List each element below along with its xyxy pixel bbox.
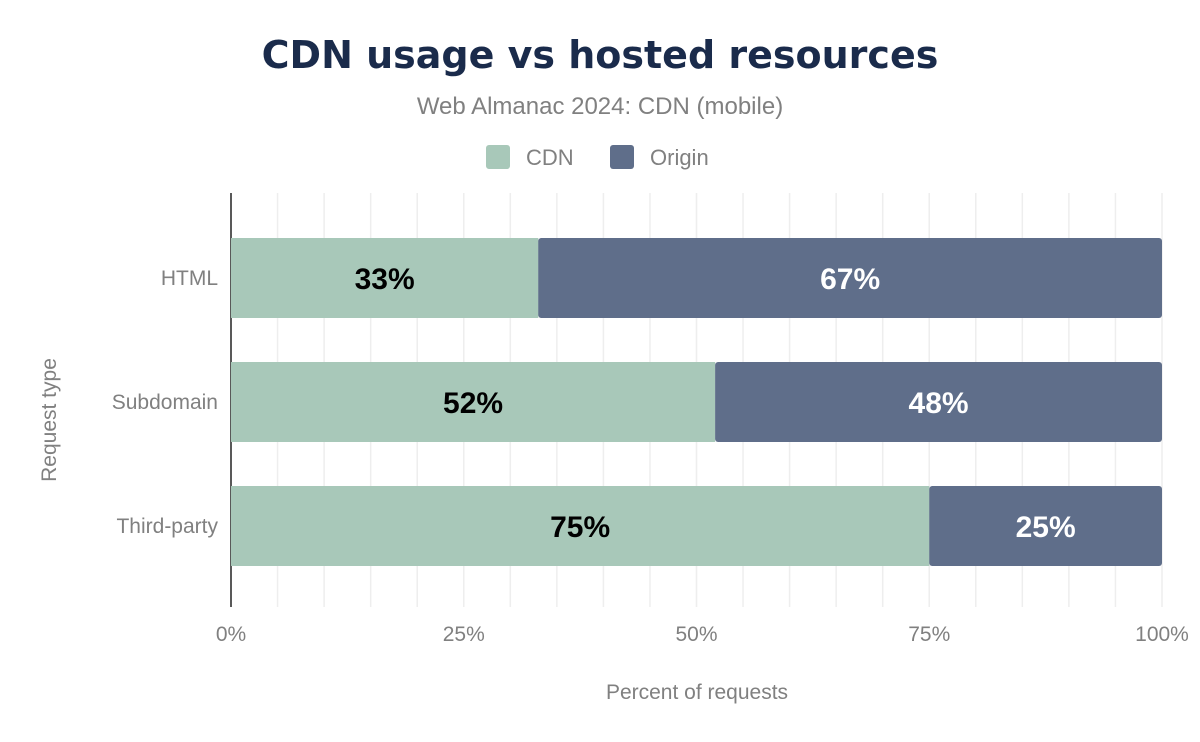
- data-label: 48%: [909, 387, 969, 420]
- bar-origin: [715, 362, 1162, 442]
- y-axis-labels: HTML Subdomain Third-party: [112, 267, 219, 538]
- bar-cdn-edge: [534, 238, 539, 318]
- bar-origin: [538, 238, 1162, 318]
- category-label: HTML: [161, 267, 218, 290]
- data-label: 75%: [550, 511, 610, 544]
- data-label: 33%: [355, 263, 415, 296]
- x-tick-label: 25%: [443, 623, 485, 646]
- data-label: 67%: [820, 263, 880, 296]
- bar-origin: [929, 486, 1162, 566]
- bar-cdn: [231, 238, 539, 318]
- x-tick-label: 0%: [216, 623, 246, 646]
- x-axis-ticks: 0% 25% 50% 75% 100%: [216, 623, 1189, 646]
- bars: 33% 67% 52% 48% 75% 25%: [231, 238, 1162, 566]
- legend-label-origin: Origin: [650, 145, 709, 170]
- legend: CDN Origin: [486, 145, 709, 170]
- x-tick-label: 100%: [1135, 623, 1189, 646]
- chart-title: CDN usage vs hosted resources: [262, 33, 939, 77]
- category-label: Subdomain: [112, 391, 218, 414]
- x-tick-label: 50%: [675, 623, 717, 646]
- bar-cdn: [231, 362, 716, 442]
- legend-swatch-cdn: [486, 145, 510, 169]
- y-axis-label: Request type: [38, 358, 61, 482]
- bar-cdn: [231, 486, 930, 566]
- legend-label-cdn: CDN: [526, 145, 574, 170]
- bar-cdn-edge: [925, 486, 930, 566]
- chart-subtitle: Web Almanac 2024: CDN (mobile): [417, 93, 783, 120]
- data-label: 52%: [443, 387, 503, 420]
- bar-cdn-edge: [711, 362, 716, 442]
- category-label: Third-party: [116, 515, 218, 538]
- x-axis-label: Percent of requests: [606, 681, 788, 704]
- x-tick-label: 75%: [908, 623, 950, 646]
- data-label: 25%: [1016, 511, 1076, 544]
- legend-swatch-origin: [610, 145, 634, 169]
